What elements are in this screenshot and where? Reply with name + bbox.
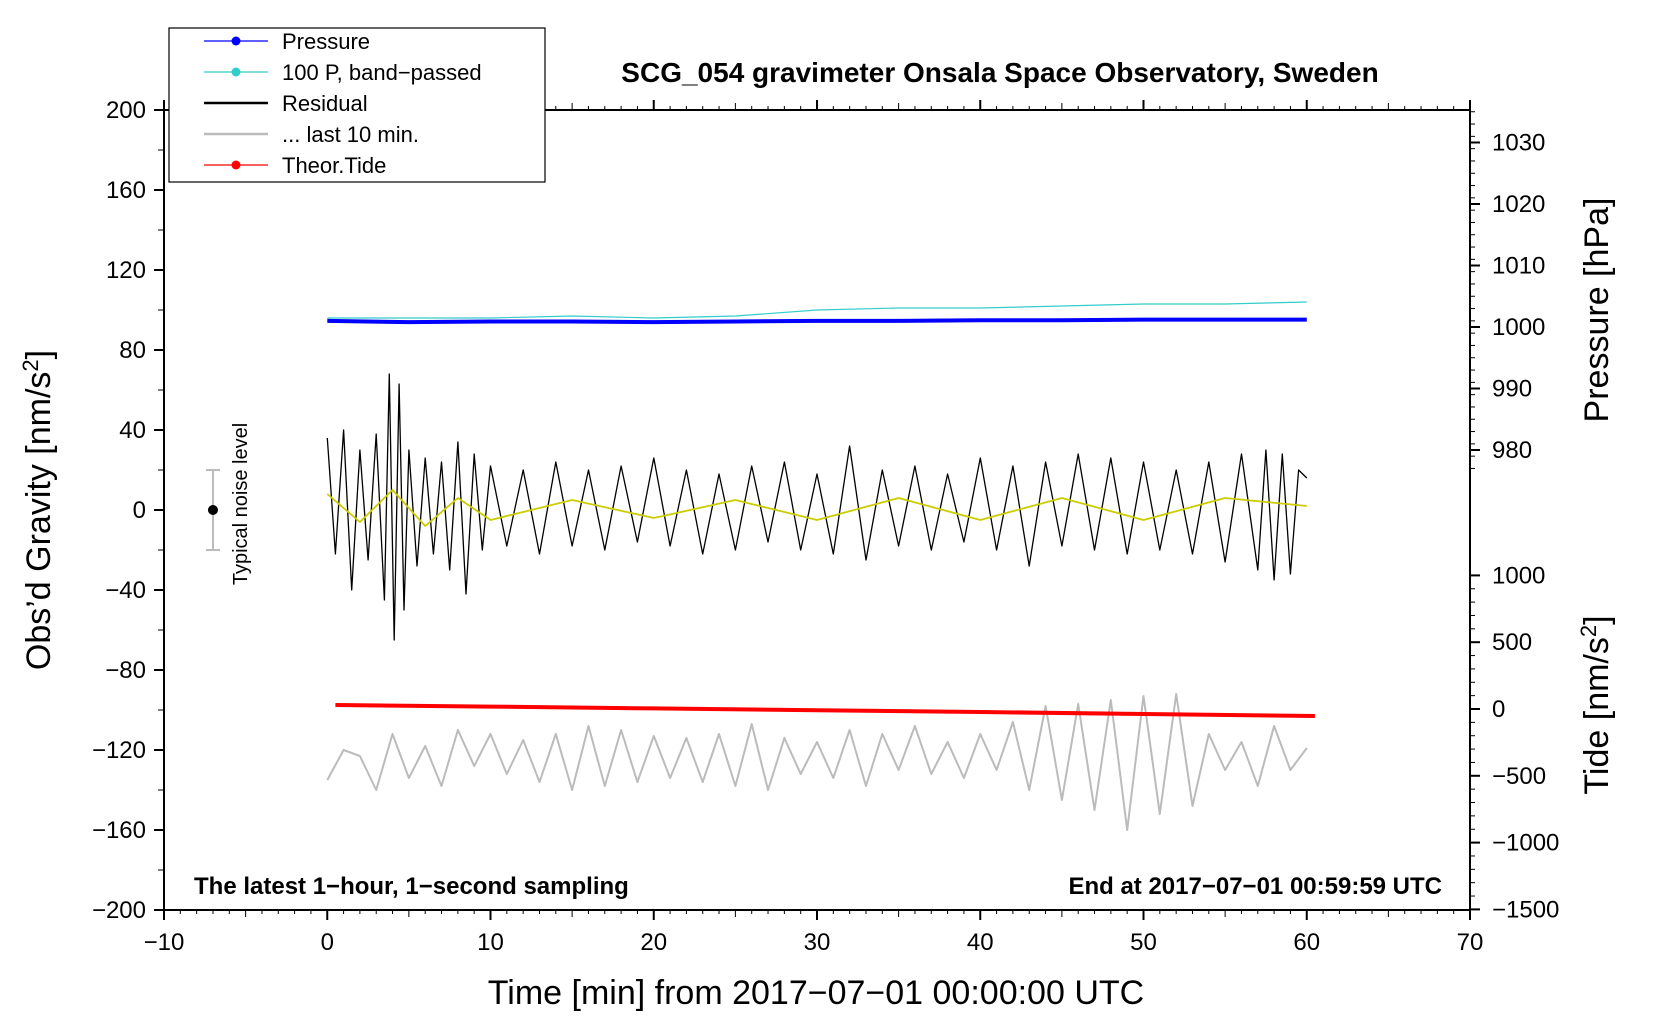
pressure-tick-label: 980 [1492,437,1532,464]
y-axis-left-title: Obs’d Gravity [nm/s2] [18,350,58,670]
x-tick-label: −10 [144,929,185,956]
legend-label: ... last 10 min. [282,122,419,147]
y-left-tick-label: 160 [106,177,146,204]
legend-marker [231,36,241,46]
y-left-tick-label: 40 [119,417,146,444]
legend-box [168,27,546,183]
y-left-tick-label: 0 [133,497,146,524]
x-tick-label: 10 [477,929,504,956]
annotation-right: End at 2017−07−01 00:59:59 UTC [1068,873,1442,900]
x-tick-label: 70 [1457,929,1484,956]
x-tick-label: 20 [640,929,667,956]
noise-level-label: Typical noise level [230,423,252,585]
noise-point [207,505,218,515]
plot-frame [163,109,1471,911]
pressure-tick-label: 1030 [1492,130,1545,157]
pressure-tick-label: 1000 [1492,314,1545,341]
pressure-tick-label: 1010 [1492,253,1545,280]
series-line-residual [326,373,1308,641]
x-tick-label: 60 [1293,929,1320,956]
y-left-tick-label: −40 [105,577,146,604]
series-line-theor-tide [335,703,1315,718]
annotation-left: The latest 1−hour, 1−second sampling [194,873,629,900]
y-left-tick-label: 80 [119,337,146,364]
y-left-tick-label: −160 [92,817,146,844]
x-tick-label: 40 [967,929,994,956]
legend-label: Residual [282,91,368,116]
chart-title: SCG_054 gravimeter Onsala Space Observat… [621,57,1378,88]
y-axis-pressure-title: Pressure [hPa] [1578,198,1616,423]
pressure-tick-label: 1020 [1492,191,1545,218]
legend-label: Theor.Tide [282,153,386,178]
tide-tick-label: −1000 [1492,830,1559,857]
y-left-tick-label: −200 [92,897,146,924]
series-line-residual-low-pass [326,489,1307,527]
y-left-tick-label: −120 [92,737,146,764]
legend-marker [231,67,241,77]
series-line-100-p-band-passed [327,301,1307,319]
tide-tick-label: 500 [1492,629,1532,656]
tide-tick-label: 0 [1492,696,1505,723]
x-tick-label: 50 [1130,929,1157,956]
series-line-last-10-min [326,693,1308,831]
y-left-tick-label: 120 [106,257,146,284]
legend: Pressure 100 P, band−passed Residual ... la… [168,27,546,183]
legend-label: 100 P, band−passed [282,60,482,85]
legend-label: Pressure [282,29,370,54]
series-line-pressure [327,317,1307,325]
x-axis-title: Time [min] from 2017−07−01 00:00:00 UTC [488,974,1144,1012]
tide-tick-label: 1000 [1492,562,1545,589]
tide-tick-label: −500 [1492,763,1546,790]
y-axis-tide-title: Tide [nm/s2] [1576,615,1616,794]
pressure-tick-label: 990 [1492,376,1532,403]
x-tick-label: 0 [321,929,334,956]
y-left-tick-label: 200 [106,97,146,124]
legend-marker [231,160,241,170]
y-left-tick-label: −80 [105,657,146,684]
tide-tick-label: −1500 [1492,896,1559,923]
x-tick-label: 30 [804,929,831,956]
